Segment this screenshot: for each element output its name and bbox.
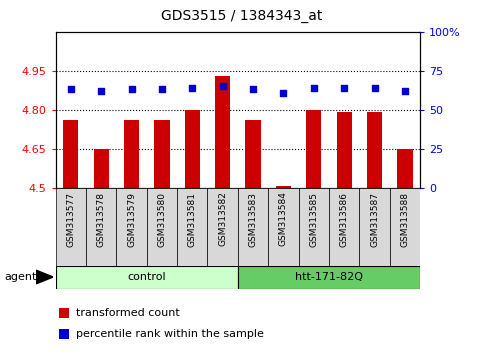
- Text: GSM313578: GSM313578: [97, 192, 106, 246]
- Bar: [398, 149, 412, 188]
- Bar: [56, 266, 238, 289]
- Bar: [306, 110, 322, 188]
- Bar: [276, 186, 291, 188]
- Bar: [177, 188, 208, 266]
- Bar: [298, 188, 329, 266]
- Point: [128, 87, 135, 92]
- Bar: [124, 120, 139, 188]
- Bar: [215, 76, 230, 188]
- Text: GSM313585: GSM313585: [309, 192, 318, 246]
- Bar: [238, 266, 420, 289]
- Point: [97, 88, 105, 94]
- Point: [67, 87, 74, 92]
- Bar: [238, 188, 268, 266]
- Text: GSM313582: GSM313582: [218, 192, 227, 246]
- Bar: [208, 188, 238, 266]
- Point: [401, 88, 409, 94]
- Point: [219, 84, 227, 89]
- Polygon shape: [36, 270, 53, 284]
- Text: GDS3515 / 1384343_at: GDS3515 / 1384343_at: [161, 9, 322, 23]
- Bar: [359, 188, 390, 266]
- Text: GSM313581: GSM313581: [188, 192, 197, 246]
- Bar: [59, 329, 70, 339]
- Bar: [116, 188, 147, 266]
- Point: [310, 85, 318, 91]
- Bar: [337, 112, 352, 188]
- Bar: [390, 188, 420, 266]
- Text: GSM313586: GSM313586: [340, 192, 349, 246]
- Text: GSM313579: GSM313579: [127, 192, 136, 246]
- Text: GSM313577: GSM313577: [66, 192, 75, 246]
- Point: [188, 85, 196, 91]
- Text: GSM313588: GSM313588: [400, 192, 410, 246]
- Point: [280, 90, 287, 96]
- Bar: [63, 120, 78, 188]
- Bar: [59, 308, 70, 318]
- Point: [249, 87, 257, 92]
- Point: [158, 87, 166, 92]
- Text: agent: agent: [5, 272, 37, 282]
- Bar: [154, 120, 170, 188]
- Bar: [147, 188, 177, 266]
- Point: [371, 85, 379, 91]
- Point: [341, 85, 348, 91]
- Bar: [329, 188, 359, 266]
- Bar: [185, 110, 200, 188]
- Text: control: control: [128, 272, 166, 282]
- Bar: [367, 112, 382, 188]
- Bar: [268, 188, 298, 266]
- Text: GSM313587: GSM313587: [370, 192, 379, 246]
- Bar: [94, 149, 109, 188]
- Text: GSM313583: GSM313583: [249, 192, 257, 246]
- Text: htt-171-82Q: htt-171-82Q: [295, 272, 363, 282]
- Text: GSM313580: GSM313580: [157, 192, 167, 246]
- Text: transformed count: transformed count: [76, 308, 179, 318]
- Text: GSM313584: GSM313584: [279, 192, 288, 246]
- Bar: [56, 188, 86, 266]
- Bar: [86, 188, 116, 266]
- Bar: [245, 120, 261, 188]
- Text: percentile rank within the sample: percentile rank within the sample: [76, 329, 264, 339]
